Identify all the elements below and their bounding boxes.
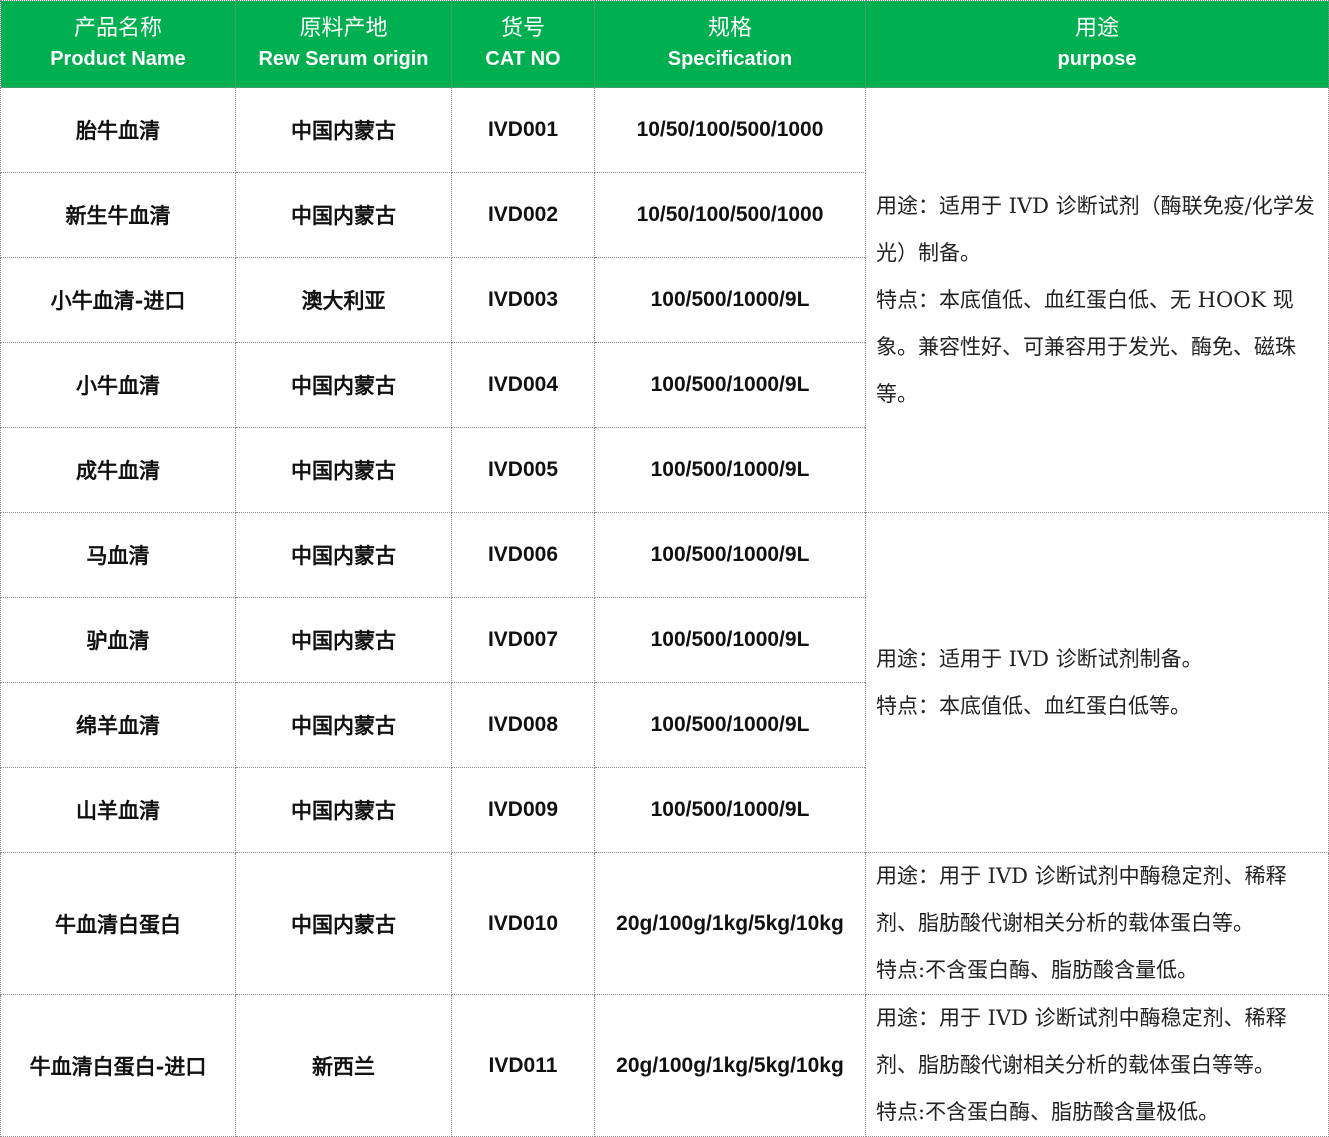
cell-cat: IVD008 (451, 682, 595, 768)
cell-spec: 10/50/100/500/1000 (594, 172, 866, 258)
cell-origin: 中国内蒙古 (235, 597, 452, 683)
cell-cat: IVD001 (451, 87, 595, 173)
table-row: 牛血清白蛋白 中国内蒙古 IVD010 20g/100g/1kg/5kg/10kg 用途… (0, 852, 1329, 995)
cell-name: 马血清 (0, 512, 236, 598)
purpose-feature: 特点:不含蛋白酶、脂肪酸含量低。 (876, 958, 1199, 982)
purpose-use: 用途：用于 IVD 诊断试剂中酶稳定剂、稀释剂、脂肪酸代谢相关分析的载体蛋白等等… (876, 1006, 1287, 1077)
header-en: Rew Serum origin (258, 48, 429, 70)
cell-name: 牛血清白蛋白-进口 (0, 994, 236, 1137)
cell-name: 新生牛血清 (0, 172, 236, 258)
purpose-use: 用途：用于 IVD 诊断试剂中酶稳定剂、稀释剂、脂肪酸代谢相关分析的载体蛋白等。 (876, 864, 1287, 935)
header-cn: 用途 (1074, 16, 1119, 41)
cell-spec: 100/500/1000/9L (594, 427, 866, 513)
cell-origin: 新西兰 (235, 994, 452, 1137)
header-en: CAT NO (485, 48, 561, 70)
header-product-name: 产品名称 Product Name (0, 0, 236, 88)
header-specification: 规格 Specification (594, 0, 866, 88)
cell-name: 山羊血清 (0, 767, 236, 853)
purpose-use: 用途：适用于 IVD 诊断试剂制备。 (876, 646, 1203, 671)
header-en: Specification (667, 48, 793, 70)
cell-origin: 中国内蒙古 (235, 512, 452, 598)
header-cat-no: 货号 CAT NO (451, 0, 595, 88)
purpose-use: 用途：适用于 IVD 诊断试剂（酶联免疫/化学发光）制备。 (876, 193, 1315, 265)
cell-spec: 100/500/1000/9L (594, 512, 866, 598)
cell-cat: IVD002 (451, 172, 595, 258)
purpose-feature: 特点：本底值低、血红蛋白低等。 (876, 693, 1191, 718)
cell-origin: 中国内蒙古 (235, 87, 452, 173)
cell-name: 成牛血清 (0, 427, 236, 513)
cell-name: 胎牛血清 (0, 87, 236, 173)
header-row: 产品名称 Product Name 原料产地 Rew Serum origin 货号… (0, 0, 1329, 88)
header-cn: 货号 (500, 16, 545, 41)
cell-origin: 中国内蒙古 (235, 342, 452, 428)
cell-spec: 10/50/100/500/1000 (594, 87, 866, 173)
cell-spec: 20g/100g/1kg/5kg/10kg (594, 994, 866, 1137)
header-cn: 原料产地 (299, 16, 388, 41)
cell-origin: 中国内蒙古 (235, 427, 452, 513)
cell-origin: 中国内蒙古 (235, 172, 452, 258)
table-row: 小牛血清-进口 澳大利亚 IVD003 100/500/1000/9L (0, 257, 1329, 343)
cell-cat: IVD011 (451, 994, 595, 1137)
cell-name: 绵羊血清 (0, 682, 236, 768)
cell-cat: IVD009 (451, 767, 595, 853)
cell-spec: 100/500/1000/9L (594, 342, 866, 428)
cell-cat: IVD005 (451, 427, 595, 513)
cell-cat: IVD006 (451, 512, 595, 598)
table-row: 成牛血清 中国内蒙古 IVD005 100/500/1000/9L (0, 427, 1329, 513)
cell-spec: 100/500/1000/9L (594, 257, 866, 343)
cell-purpose: 用途：适用于 IVD 诊断试剂（酶联免疫/化学发光）制备。特点：本底值低、血红蛋… (865, 87, 1329, 513)
table-row: 胎牛血清 中国内蒙古 IVD001 10/50/100/500/1000 用途：适用于 … (0, 87, 1329, 513)
cell-cat: IVD010 (451, 852, 595, 995)
header-cn: 产品名称 (73, 16, 162, 41)
cell-purpose: 用途：适用于 IVD 诊断试剂制备。 特点：本底值低、血红蛋白低等。 (865, 512, 1329, 853)
header-cn: 规格 (707, 16, 752, 41)
header-en: purpose (1057, 48, 1137, 70)
cell-cat: IVD007 (451, 597, 595, 683)
cell-name: 牛血清白蛋白 (0, 852, 236, 995)
purpose-feature: 特点：本底值低、血红蛋白低、无 HOOK 现象。兼容性好、可兼容用于发光、酶免、… (876, 287, 1296, 406)
table-row: 马血清 中国内蒙古 IVD006 100/500/1000/9L 用途：适用于 IVD … (0, 512, 1329, 853)
cell-spec: 100/500/1000/9L (594, 597, 866, 683)
table-row: 山羊血清 中国内蒙古 IVD009 100/500/1000/9L (0, 767, 1329, 853)
purpose-feature: 特点:不含蛋白酶、脂肪酸含量极低。 (876, 1100, 1220, 1124)
cell-purpose: 用途：用于 IVD 诊断试剂中酶稳定剂、稀释剂、脂肪酸代谢相关分析的载体蛋白等。… (865, 852, 1329, 995)
table-row: 牛血清白蛋白-进口 新西兰 IVD011 20g/100g/1kg/5kg/10kg 用… (0, 994, 1329, 1137)
cell-name: 小牛血清 (0, 342, 236, 428)
table-row: 绵羊血清 中国内蒙古 IVD008 100/500/1000/9L (0, 682, 1329, 768)
cell-origin: 中国内蒙古 (235, 767, 452, 853)
cell-name: 小牛血清-进口 (0, 257, 236, 343)
cell-spec: 20g/100g/1kg/5kg/10kg (594, 852, 866, 995)
header-en: Product Name (50, 48, 186, 70)
cell-purpose: 用途：用于 IVD 诊断试剂中酶稳定剂、稀释剂、脂肪酸代谢相关分析的载体蛋白等等… (865, 994, 1329, 1137)
cell-origin: 澳大利亚 (235, 257, 452, 343)
cell-spec: 100/500/1000/9L (594, 767, 866, 853)
cell-origin: 中国内蒙古 (235, 682, 452, 768)
table-row: 新生牛血清 中国内蒙古 IVD002 10/50/100/500/1000 (0, 172, 1329, 258)
cell-cat: IVD004 (451, 342, 595, 428)
header-purpose: 用途 purpose (865, 0, 1329, 88)
cell-spec: 100/500/1000/9L (594, 682, 866, 768)
cell-cat: IVD003 (451, 257, 595, 343)
cell-name: 驴血清 (0, 597, 236, 683)
cell-origin: 中国内蒙古 (235, 852, 452, 995)
table-row: 驴血清 中国内蒙古 IVD007 100/500/1000/9L (0, 597, 1329, 683)
table-row: 小牛血清 中国内蒙古 IVD004 100/500/1000/9L (0, 342, 1329, 428)
header-origin: 原料产地 Rew Serum origin (235, 0, 452, 88)
